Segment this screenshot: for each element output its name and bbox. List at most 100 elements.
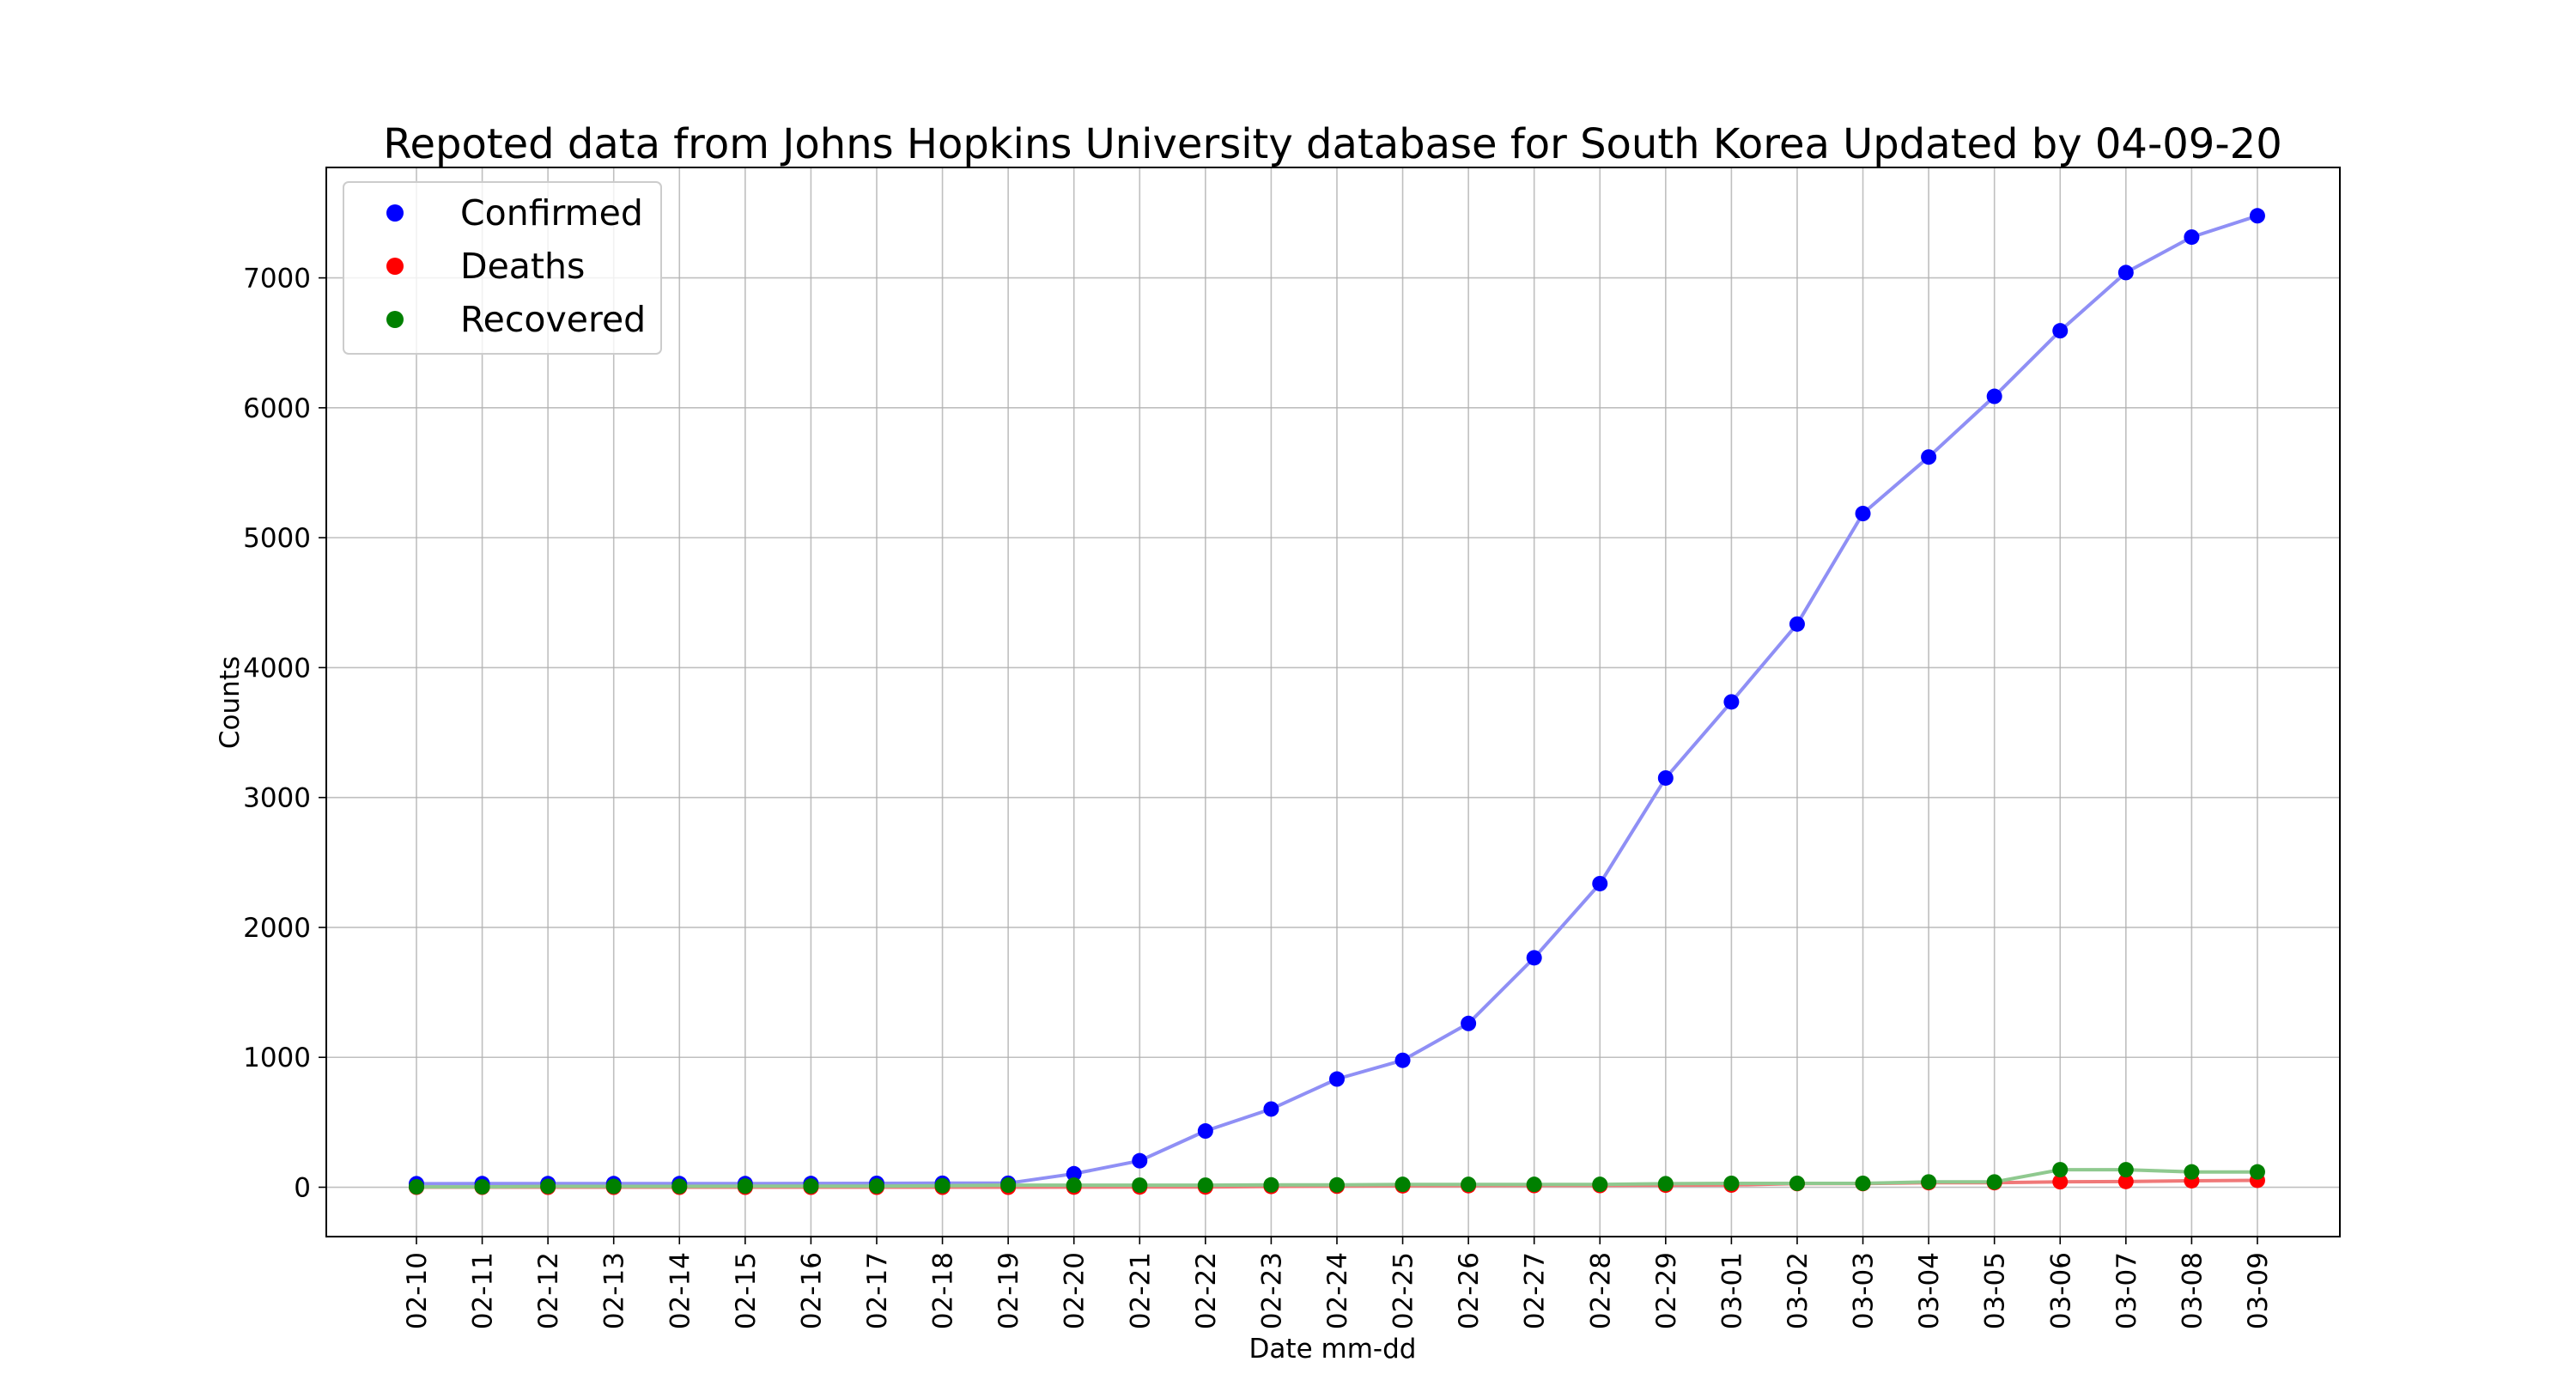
y-tick-label: 5000	[243, 523, 311, 554]
confirmed-point	[2184, 229, 2200, 246]
x-tick-label: 02-23	[1256, 1252, 1287, 1329]
x-tick-label: 02-16	[796, 1252, 827, 1329]
confirmed-point	[1526, 950, 1542, 966]
legend-label-deaths: Deaths	[460, 246, 585, 287]
recovered-point	[1132, 1177, 1148, 1194]
x-tick-label: 02-25	[1388, 1252, 1419, 1329]
recovered-point	[1855, 1175, 1871, 1191]
recovered-point	[671, 1178, 688, 1195]
recovered-point	[1526, 1176, 1542, 1193]
deaths-point	[2117, 1173, 2134, 1189]
y-tick-label: 3000	[243, 783, 311, 814]
recovered-point	[1263, 1176, 1279, 1193]
x-tick-label: 02-14	[665, 1252, 696, 1329]
recovered-point	[1986, 1174, 2002, 1190]
chart-title: Repoted data from Johns Hopkins Universi…	[383, 120, 2281, 168]
legend-label-recovered: Recovered	[460, 299, 646, 340]
y-tick-label: 4000	[243, 653, 311, 684]
recovered-point	[2184, 1164, 2200, 1180]
ticks: 02-10 02-11 02-12 02-13 02-14 02-15 02-16 02-17…	[243, 264, 2274, 1330]
x-tick-label: 02-11	[468, 1252, 499, 1329]
recovered-point	[1921, 1174, 1937, 1190]
y-tick-label: 6000	[243, 393, 311, 424]
y-tick-label: 2000	[243, 913, 311, 944]
y-tick-label: 1000	[243, 1043, 311, 1073]
legend-marker-confirmed	[386, 204, 404, 222]
recovered-point	[1197, 1177, 1213, 1194]
x-tick-label: 03-04	[1914, 1252, 1945, 1329]
x-tick-label: 02-19	[993, 1252, 1024, 1329]
x-tick-label: 02-18	[928, 1252, 959, 1329]
recovered-point	[868, 1178, 884, 1195]
recovered-point	[605, 1178, 622, 1195]
x-axis-label: Date mm-dd	[1249, 1334, 1417, 1365]
confirmed-point	[1132, 1152, 1148, 1169]
x-tick-label: 02-17	[862, 1252, 893, 1329]
recovered-point	[1328, 1176, 1345, 1193]
x-tick-label: 03-08	[2177, 1252, 2208, 1329]
x-tick-label: 03-09	[2243, 1252, 2274, 1329]
x-tick-label: 02-28	[1585, 1252, 1616, 1329]
recovered-point	[540, 1178, 556, 1195]
x-tick-label: 03-02	[1783, 1252, 1814, 1329]
x-tick-label: 02-13	[599, 1252, 630, 1329]
confirmed-point	[2117, 264, 2134, 281]
confirmed-point	[1328, 1071, 1345, 1087]
x-tick-label: 03-01	[1716, 1252, 1747, 1329]
legend-marker-deaths	[386, 258, 404, 275]
confirmed-point	[1394, 1052, 1411, 1068]
confirmed-point	[2249, 208, 2265, 224]
recovered-point	[1592, 1176, 1608, 1193]
legend-label-confirmed: Confirmed	[460, 192, 643, 234]
confirmed-point	[1986, 388, 2002, 404]
confirmed-point	[1197, 1123, 1213, 1140]
x-tick-label: 02-26	[1454, 1252, 1485, 1329]
y-tick-label: 0	[294, 1173, 311, 1204]
x-tick-label: 02-22	[1191, 1252, 1222, 1329]
x-tick-label: 02-21	[1125, 1252, 1156, 1329]
x-tick-label: 03-05	[1980, 1252, 2011, 1329]
x-tick-label: 03-03	[1849, 1252, 1880, 1329]
recovered-point	[2117, 1162, 2134, 1178]
legend: Confirmed Deaths Recovered	[343, 181, 662, 355]
recovered-point	[1066, 1177, 1082, 1194]
confirmed-point	[1789, 616, 1805, 632]
recovered-point	[803, 1178, 819, 1195]
recovered-point	[1657, 1176, 1674, 1192]
x-tick-label: 02-20	[1060, 1252, 1091, 1329]
x-tick-label: 02-29	[1651, 1252, 1682, 1329]
deaths-point	[2052, 1174, 2069, 1190]
recovered-point	[1461, 1176, 1477, 1193]
plot-frame	[325, 167, 2341, 1237]
recovered-point	[2052, 1162, 2069, 1178]
recovered-point	[1000, 1177, 1017, 1194]
confirmed-point	[1263, 1101, 1279, 1117]
y-tick-label: 7000	[243, 264, 311, 295]
confirmed-point	[2052, 323, 2069, 339]
recovered-point	[409, 1179, 424, 1195]
legend-marker-recovered	[386, 311, 404, 328]
confirmed-point	[1723, 694, 1740, 710]
confirmed-point	[1461, 1015, 1477, 1031]
recovered-point	[934, 1177, 951, 1194]
series-layer	[409, 208, 2265, 1195]
y-axis-label: Counts	[215, 656, 246, 749]
confirmed-point	[1921, 449, 1937, 465]
confirmed-point	[1592, 875, 1608, 891]
recovered-point	[1723, 1175, 1740, 1191]
recovered-point	[474, 1179, 490, 1195]
x-tick-label: 02-10	[402, 1252, 433, 1329]
confirmed-point	[1855, 505, 1871, 521]
recovered-point	[737, 1178, 753, 1195]
x-tick-label: 03-07	[2111, 1252, 2142, 1329]
recovered-point	[1394, 1176, 1411, 1193]
x-tick-label: 02-27	[1520, 1252, 1551, 1329]
x-tick-label: 03-06	[2045, 1252, 2076, 1329]
confirmed-point	[1066, 1165, 1082, 1182]
legend-frame	[343, 181, 662, 355]
x-tick-label: 02-12	[533, 1252, 564, 1329]
confirmed-point	[1657, 769, 1674, 786]
x-tick-label: 02-24	[1322, 1252, 1353, 1329]
recovered-point	[1789, 1175, 1805, 1191]
